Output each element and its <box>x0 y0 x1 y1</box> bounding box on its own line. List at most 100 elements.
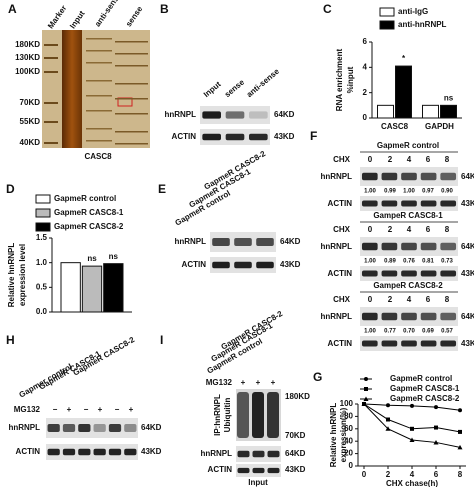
row-label: hnRNPL <box>174 237 206 246</box>
point <box>457 444 463 450</box>
group-title: GampeR CASC8-1 <box>373 211 443 220</box>
band <box>124 448 137 456</box>
band <box>420 340 437 347</box>
size-label: 64KD <box>280 237 301 246</box>
legend-swatch <box>379 7 395 17</box>
size-label: 64KD <box>461 172 474 181</box>
chx-label: CHX <box>333 225 351 234</box>
panel-label: A <box>8 2 17 16</box>
sign: − <box>53 405 58 414</box>
y-tick-label: 0.0 <box>36 307 48 316</box>
marker-band <box>44 121 58 123</box>
band <box>381 340 398 347</box>
point <box>410 403 414 408</box>
marker-label: 100KD <box>15 67 40 76</box>
bar <box>377 104 394 119</box>
lane-label: sense <box>223 77 247 99</box>
legend-marker <box>364 377 368 381</box>
size-label: 43KD <box>461 339 474 348</box>
point <box>434 405 438 410</box>
row-label: ACTIN <box>328 199 353 208</box>
band <box>47 448 60 456</box>
lane-label: anti-sense <box>245 66 282 99</box>
size-label: 70KD <box>285 431 306 440</box>
band <box>212 238 230 246</box>
band <box>361 242 378 251</box>
y-tick-label: 1.5 <box>36 233 48 242</box>
ratio-label: 0.70 <box>403 329 415 335</box>
time-label: 2 <box>388 155 393 164</box>
legend-swatch <box>35 208 51 218</box>
legend-swatch <box>379 20 395 30</box>
time-label: 0 <box>368 155 373 164</box>
smear <box>267 392 279 438</box>
time-label: 0 <box>368 225 373 234</box>
band <box>381 172 398 181</box>
band <box>237 450 250 458</box>
marker-band <box>44 142 58 144</box>
y-axis-label: expression level <box>18 244 27 306</box>
lane-label: GapmeR CASC8-2 <box>72 335 137 378</box>
x-tick-label: CASC8 <box>381 122 409 131</box>
band <box>381 200 398 207</box>
ratio-label: 0.81 <box>422 259 434 265</box>
gel <box>42 30 150 148</box>
legend-swatch <box>35 222 51 232</box>
smear <box>237 392 249 438</box>
band <box>440 340 457 347</box>
sign: + <box>129 405 134 414</box>
caption: CASC8 <box>84 152 112 161</box>
point <box>458 429 462 434</box>
band <box>381 270 398 277</box>
sign: + <box>241 378 246 387</box>
ratio-label: 0.73 <box>441 259 453 265</box>
band <box>361 200 378 207</box>
panel-label: C <box>323 2 332 16</box>
legend-marker <box>364 387 368 391</box>
time-label: 6 <box>426 295 431 304</box>
time-label: 6 <box>426 225 431 234</box>
gel-band <box>115 131 148 133</box>
ratio-label: 0.77 <box>384 329 396 335</box>
bar <box>81 265 103 313</box>
band <box>401 270 417 277</box>
size-label: 64KD <box>461 312 474 321</box>
sign: − <box>84 405 89 414</box>
size-label: 64KD <box>461 242 474 251</box>
gel-band <box>115 65 148 67</box>
band <box>256 238 274 246</box>
gel-band <box>86 128 112 130</box>
marker-label: 130KD <box>15 53 40 62</box>
band <box>108 448 122 456</box>
x-tick-label: 4 <box>410 470 415 479</box>
legend-label: anti-hnRNPL <box>398 20 447 29</box>
x-tick-label: 8 <box>458 470 463 479</box>
legend-label: GapmeR CASC8-1 <box>390 384 460 393</box>
group-title: GapmeR control <box>377 141 439 150</box>
lane-label: GapmeR CASC8-2 <box>203 149 268 192</box>
size-label: 64KD <box>274 110 295 119</box>
y-tick-label: 40 <box>344 436 353 445</box>
ratio-label: 1.00 <box>364 329 376 335</box>
point <box>434 425 438 430</box>
size-label: 64KD <box>141 423 162 432</box>
legend-label: GapmeR CASC8-2 <box>54 222 124 231</box>
band <box>62 448 76 456</box>
size-label: 43KD <box>461 269 474 278</box>
y-axis-label: RNA enrichment <box>335 48 344 111</box>
ratio-label: 0.99 <box>384 189 396 195</box>
ratio-label: 0.57 <box>441 329 453 335</box>
band <box>440 200 457 207</box>
time-label: 4 <box>407 295 412 304</box>
time-label: 4 <box>407 225 412 234</box>
gel-band <box>115 113 148 115</box>
legend-label: GapmeR control <box>54 194 116 203</box>
band <box>401 242 417 251</box>
y-tick-label: 4 <box>363 62 368 71</box>
chx-label: CHX <box>333 155 351 164</box>
band <box>124 424 137 432</box>
time-label: 8 <box>445 225 450 234</box>
y-tick-label: 20 <box>344 449 353 458</box>
y-axis-label: expression(%) <box>339 407 348 462</box>
